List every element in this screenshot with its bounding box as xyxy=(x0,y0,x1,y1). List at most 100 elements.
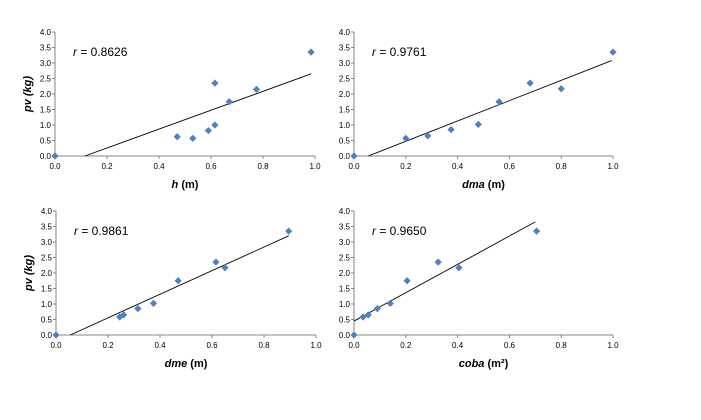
x-tick-label: 0.0 xyxy=(50,341,62,350)
y-tick-label: 1.0 xyxy=(339,300,351,309)
x-tick-label: 0.8 xyxy=(556,162,568,171)
data-point xyxy=(204,126,212,135)
x-axis-label: coba (m²) xyxy=(459,358,509,370)
y-tick-label: 2.5 xyxy=(339,75,351,84)
y-tick-label: 0.0 xyxy=(41,331,53,340)
y-tick-label: 3.0 xyxy=(339,59,351,68)
x-tick-label: 0.8 xyxy=(257,162,269,171)
y-tick-label: 1.0 xyxy=(40,121,52,130)
x-tick-label: 0.4 xyxy=(153,162,165,171)
data-point xyxy=(386,299,394,307)
y-tick-label: 3.5 xyxy=(339,223,351,232)
y-tick-label: 2.0 xyxy=(339,269,351,278)
x-tick-label: 0.2 xyxy=(400,341,412,350)
y-tick-label: 4.0 xyxy=(40,28,52,37)
data-point xyxy=(52,331,60,339)
data-point xyxy=(120,311,128,319)
y-tick-label: 3.0 xyxy=(40,59,52,68)
y-tick-label: 3.5 xyxy=(40,44,52,53)
chart-panel-2: 0.0 0.5 1.0 1.5 2.0 2.5 3.0 3.5 4.0 0.0 0.2 0.4 0.6 0… xyxy=(339,28,619,191)
data-point xyxy=(495,98,503,106)
x-tick-label: 0.4 xyxy=(154,341,166,350)
x-tick-label: 0.6 xyxy=(206,341,218,350)
data-point xyxy=(424,132,432,140)
y-tick-label: 4.0 xyxy=(41,207,53,216)
x-tick-label: 0.2 xyxy=(101,162,113,171)
data-point xyxy=(212,258,220,266)
x-tick-label: 0.2 xyxy=(400,162,412,171)
x-tick-label: 0.0 xyxy=(348,162,360,171)
y-tick-label: 3.0 xyxy=(41,238,53,247)
y-tick-label: 0.0 xyxy=(339,152,351,161)
y-tick-label: 0.5 xyxy=(40,137,52,146)
x-tick-label: 1.0 xyxy=(607,162,619,171)
chart-panel-4: 0.0 0.5 1.0 1.5 2.0 2.5 3.0 3.5 4.0 0.0 0.2 0.4 0.6 0… xyxy=(339,207,619,370)
data-point xyxy=(225,98,233,106)
x-tick-label: 0.4 xyxy=(452,341,464,350)
y-tick-label: 2.0 xyxy=(339,90,351,99)
data-point xyxy=(51,152,59,160)
y-tick-label: 3.5 xyxy=(339,44,351,53)
y-tick-label: 0.5 xyxy=(41,316,53,325)
r-annotation: r = 0.9650 xyxy=(372,224,427,238)
x-tick-label: 1.0 xyxy=(607,341,619,350)
data-point xyxy=(350,331,358,339)
x-axis-label: dma (m) xyxy=(462,179,505,191)
y-axis-label: pv (kg) xyxy=(22,76,34,113)
data-point xyxy=(307,48,315,56)
data-point xyxy=(173,133,181,141)
data-point xyxy=(455,264,463,272)
x-tick-label: 1.0 xyxy=(309,162,321,171)
y-tick-label: 1.0 xyxy=(339,121,351,130)
y-tick-label: 4.0 xyxy=(339,207,351,216)
data-point xyxy=(373,305,381,313)
r-annotation: r = 0.9761 xyxy=(372,45,427,59)
y-tick-label: 4.0 xyxy=(339,28,351,37)
data-point xyxy=(221,264,229,272)
data-point xyxy=(350,152,358,160)
data-point xyxy=(526,79,534,87)
data-point xyxy=(402,134,410,142)
trendline xyxy=(84,73,312,157)
y-tick-label: 0.5 xyxy=(339,316,351,325)
data-point xyxy=(609,48,617,56)
y-tick-label: 1.5 xyxy=(339,285,351,294)
chart-panel-1: 0.0 0.5 1.0 1.5 2.0 2.5 3.0 3.5 4.0 0.0 0.2 0.4 0.6 0… xyxy=(22,28,321,191)
data-point xyxy=(359,313,367,321)
data-point xyxy=(189,134,197,142)
x-tick-label: 0.2 xyxy=(102,341,114,350)
y-tick-label: 1.0 xyxy=(41,300,53,309)
data-point xyxy=(447,126,455,134)
y-axis-label: pv (kg) xyxy=(23,255,35,292)
y-tick-label: 3.0 xyxy=(339,238,351,247)
y-tick-label: 2.0 xyxy=(40,90,52,99)
data-point xyxy=(532,227,541,235)
r-annotation: r = 0.9861 xyxy=(74,224,129,238)
trendline xyxy=(70,235,289,336)
y-tick-label: 0.0 xyxy=(40,152,52,161)
data-point xyxy=(252,85,261,93)
y-tick-label: 2.0 xyxy=(41,269,53,278)
y-tick-label: 2.5 xyxy=(339,254,351,263)
x-tick-label: 0.0 xyxy=(348,341,360,350)
y-tick-label: 0.0 xyxy=(339,331,351,340)
data-point xyxy=(211,121,219,129)
x-tick-label: 0.0 xyxy=(49,162,61,171)
data-point xyxy=(211,79,219,87)
y-tick-label: 2.5 xyxy=(41,254,53,263)
chart-panel-3: 0.0 0.5 1.0 1.5 2.0 2.5 3.0 3.5 4.0 0.0 0.2 0.4 0.6 0… xyxy=(23,207,322,370)
data-point xyxy=(174,277,182,285)
x-tick-label: 0.4 xyxy=(452,162,464,171)
y-tick-label: 1.5 xyxy=(40,106,52,115)
x-tick-label: 1.0 xyxy=(310,341,322,350)
data-point xyxy=(285,227,293,235)
y-tick-label: 1.5 xyxy=(339,106,351,115)
data-point xyxy=(149,299,158,307)
data-point xyxy=(434,258,442,266)
x-tick-label: 0.6 xyxy=(504,341,516,350)
x-tick-label: 0.8 xyxy=(258,341,270,350)
x-axis-label: dme (m) xyxy=(165,358,208,370)
x-axis-label: h (m) xyxy=(172,179,199,191)
r-annotation: r = 0.8626 xyxy=(73,45,128,59)
